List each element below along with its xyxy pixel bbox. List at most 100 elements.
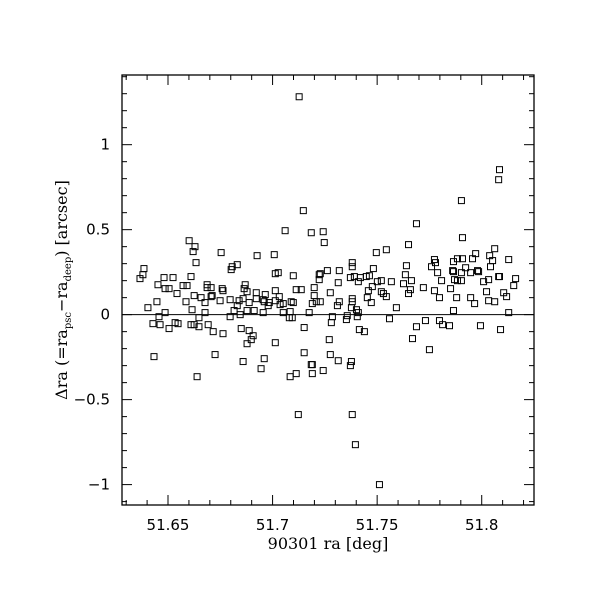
data-point xyxy=(382,246,390,254)
data-point xyxy=(209,328,217,336)
data-point xyxy=(372,249,380,257)
data-point xyxy=(399,280,407,288)
data-point xyxy=(161,285,169,293)
data-point xyxy=(351,441,359,449)
data-point xyxy=(249,332,257,340)
data-point xyxy=(308,300,316,308)
plot-frame xyxy=(121,74,535,506)
data-point xyxy=(449,267,457,275)
y-label-mid: −ra xyxy=(52,281,71,312)
data-point xyxy=(260,355,268,363)
data-point xyxy=(239,295,247,303)
data-point xyxy=(299,207,307,215)
data-point xyxy=(348,263,356,271)
x-tick-label: 51.7 xyxy=(256,516,289,534)
data-point xyxy=(235,297,243,305)
data-point xyxy=(315,271,323,279)
data-point xyxy=(188,306,196,314)
data-point xyxy=(193,373,201,381)
data-point xyxy=(316,298,324,306)
data-point xyxy=(486,263,494,271)
data-point xyxy=(179,282,187,290)
data-point xyxy=(271,287,279,295)
data-point xyxy=(446,322,454,330)
data-point xyxy=(471,300,479,308)
data-point xyxy=(438,277,446,285)
data-point xyxy=(458,234,466,242)
data-point xyxy=(156,321,164,329)
data-point xyxy=(183,282,191,290)
data-point xyxy=(289,272,297,280)
data-point xyxy=(312,298,320,306)
data-point xyxy=(300,324,308,332)
data-point xyxy=(305,309,313,317)
data-point xyxy=(218,285,226,293)
data-point xyxy=(241,281,249,289)
data-point xyxy=(375,481,383,489)
data-point xyxy=(253,252,261,260)
data-point xyxy=(226,296,234,304)
axis-ticks xyxy=(122,75,534,505)
data-point xyxy=(360,328,368,336)
data-point xyxy=(149,320,157,328)
data-point xyxy=(365,272,373,280)
data-point xyxy=(310,284,318,292)
data-point xyxy=(190,292,198,300)
data-point xyxy=(495,166,503,174)
y-label-sub-deep: deep xyxy=(63,257,74,282)
data-point xyxy=(405,290,413,298)
data-point xyxy=(439,321,447,329)
data-point xyxy=(467,294,475,302)
data-point xyxy=(355,326,363,334)
data-point xyxy=(201,299,209,307)
data-point xyxy=(412,323,420,331)
data-point xyxy=(190,321,198,329)
data-point xyxy=(219,330,227,338)
data-point xyxy=(319,228,327,236)
data-point xyxy=(197,294,205,302)
data-point xyxy=(354,309,362,317)
data-point xyxy=(260,298,268,306)
data-point xyxy=(335,267,343,275)
data-point xyxy=(387,278,395,286)
data-point xyxy=(347,304,355,312)
y-tick-labels: −1 −0.5 0 0.5 1 xyxy=(74,136,110,494)
data-point xyxy=(369,265,377,273)
data-point xyxy=(425,346,433,354)
data-point xyxy=(512,275,520,283)
data-point xyxy=(292,370,300,378)
data-point xyxy=(289,299,297,307)
data-point xyxy=(195,323,203,331)
data-point xyxy=(187,273,195,281)
data-point xyxy=(434,269,442,277)
data-point xyxy=(505,256,513,264)
data-point xyxy=(144,304,152,312)
data-point xyxy=(216,297,224,305)
data-point xyxy=(495,176,503,184)
data-point xyxy=(270,251,278,259)
data-point xyxy=(346,274,354,282)
data-point xyxy=(428,263,436,271)
data-point xyxy=(491,298,499,306)
data-point xyxy=(294,411,302,419)
data-point xyxy=(320,239,328,247)
data-point xyxy=(405,241,413,249)
data-point xyxy=(243,307,251,315)
data-point xyxy=(243,288,251,296)
data-point xyxy=(449,307,457,315)
data-point xyxy=(233,261,241,269)
data-point xyxy=(435,294,443,302)
data-point xyxy=(335,298,343,306)
data-point xyxy=(319,367,327,375)
data-point xyxy=(347,358,355,366)
data-point xyxy=(457,269,465,277)
data-point xyxy=(392,304,400,312)
data-point xyxy=(271,297,279,305)
data-point xyxy=(453,255,461,263)
data-point xyxy=(250,307,258,315)
data-point xyxy=(201,309,209,317)
data-point xyxy=(419,284,427,292)
data-point xyxy=(208,292,216,300)
data-point xyxy=(382,293,390,301)
data-point xyxy=(233,302,241,310)
